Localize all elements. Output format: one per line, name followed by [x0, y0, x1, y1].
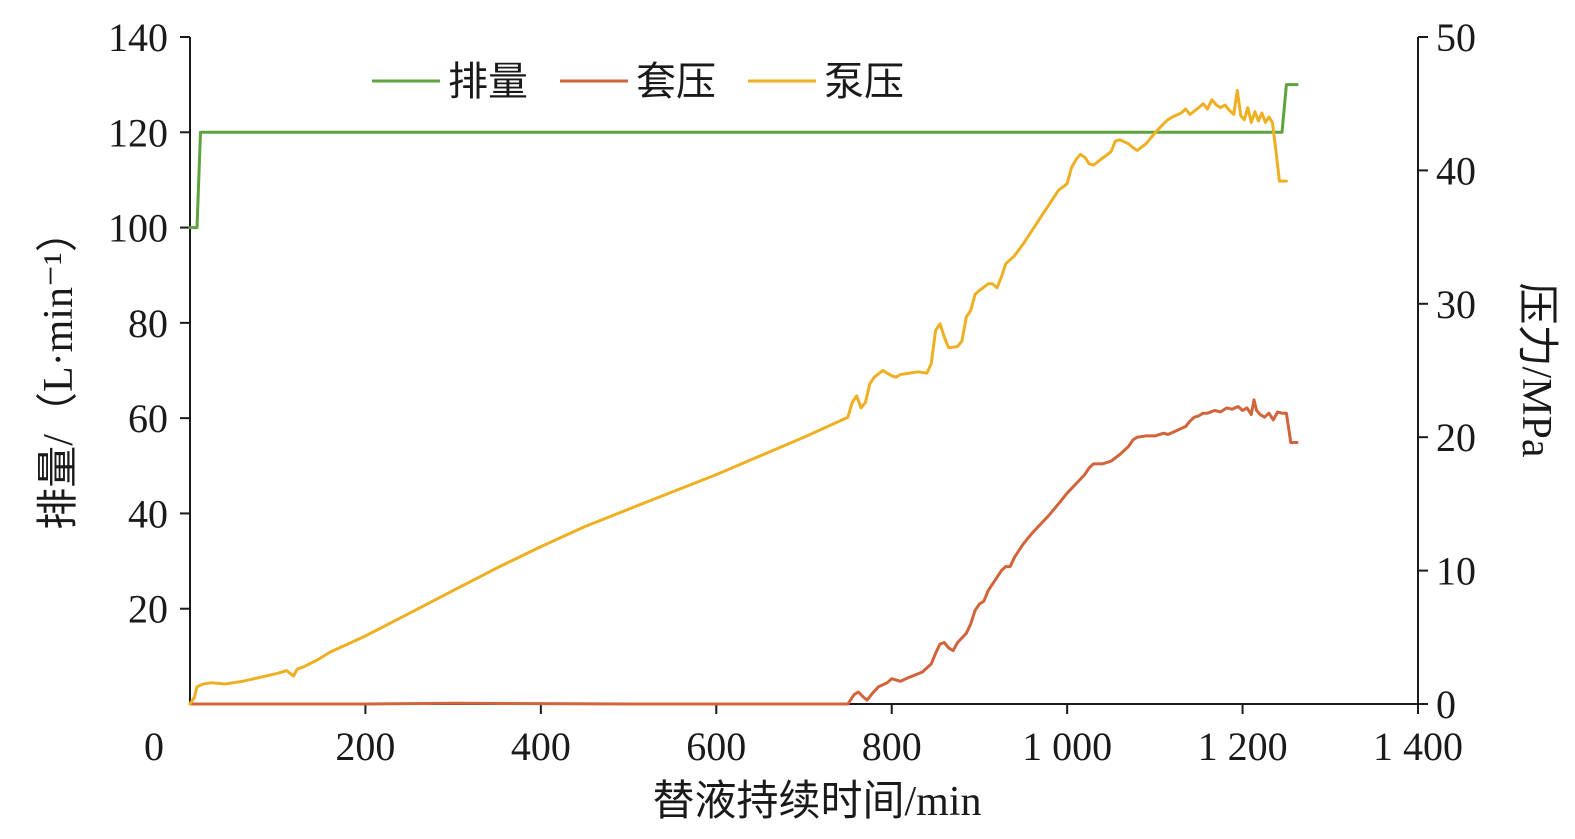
x-tick-label: 1 200 — [1198, 724, 1288, 769]
series-line-排量 — [188, 83, 1299, 230]
x-tick-label: 600 — [686, 724, 746, 769]
series-lines — [188, 83, 1299, 706]
y-left-tick-label: 40 — [128, 491, 168, 536]
x-tick-label: 800 — [862, 724, 922, 769]
y-right-tick-label: 40 — [1436, 148, 1476, 193]
legend-label: 排量 — [448, 59, 528, 104]
y-left-tick-label: 60 — [128, 396, 168, 441]
y-right-tick-label: 50 — [1436, 15, 1476, 60]
axes: 0 200 400 600 800 1 000 1 200 1 400204060801001… — [108, 15, 1476, 769]
x-tick-label: 0 — [144, 724, 164, 769]
y-left-tick-label: 140 — [108, 15, 168, 60]
legend-label: 泵压 — [824, 59, 904, 104]
y-left-tick-label: 100 — [108, 206, 168, 251]
legend-label: 套压 — [636, 59, 716, 104]
series-line-套压 — [188, 398, 1299, 706]
y-right-tick-label: 0 — [1436, 682, 1456, 727]
x-tick-label: 400 — [511, 724, 571, 769]
y-axis-left-title: 排量/（L·min⁻¹） — [36, 210, 82, 529]
y-axis-right-title: 压力/MPa — [1513, 282, 1559, 457]
legend: 排量 套压 泵压 — [372, 59, 904, 104]
y-right-tick-label: 30 — [1436, 282, 1476, 327]
y-left-tick-label: 120 — [108, 110, 168, 155]
y-right-tick-label: 10 — [1436, 549, 1476, 594]
series-line-泵压 — [188, 88, 1288, 706]
x-tick-label: 200 — [335, 724, 395, 769]
x-axis-title: 替液持续时间/min — [652, 779, 981, 825]
y-left-tick-label: 80 — [128, 301, 168, 346]
y-left-tick-label: 20 — [128, 587, 168, 632]
x-tick-label: 1 400 — [1373, 724, 1463, 769]
y-right-tick-label: 20 — [1436, 415, 1476, 460]
x-tick-label: 1 000 — [1022, 724, 1112, 769]
